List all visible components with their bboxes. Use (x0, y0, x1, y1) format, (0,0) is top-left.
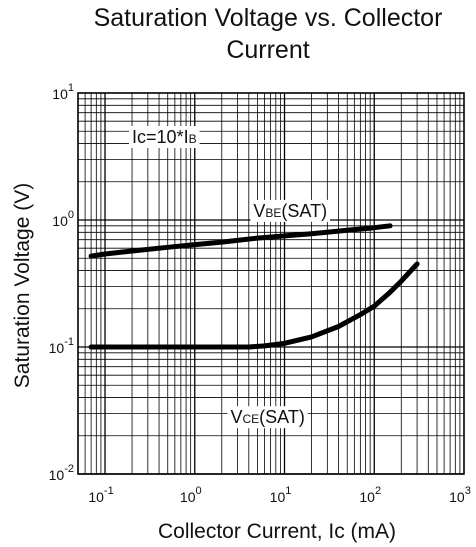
series-label-be-background (250, 199, 331, 222)
plot-frame (77, 92, 465, 475)
chart-title-line-1: Saturation Voltage vs. Collector (93, 4, 443, 32)
series-line-ce (88, 261, 420, 350)
x-tick-label: 103 (449, 485, 471, 505)
series-labels: VBE(SAT) VCE(SAT) Ic=10*IB (129, 126, 331, 429)
x-tick-label: 10-1 (88, 485, 113, 505)
x-tick-label: 100 (180, 485, 202, 505)
y-tick-label: 100 (52, 209, 74, 229)
y-tick-label: 10-2 (49, 463, 74, 483)
condition-annotation-background (129, 126, 200, 149)
x-tick-label: 101 (270, 485, 292, 505)
series-label-ce-background (227, 406, 308, 429)
y-tick-label: 10-1 (49, 336, 74, 356)
condition-annotation: Ic=10*IB (132, 127, 197, 147)
chart-title-line-2: Current (226, 36, 310, 64)
series-label-ce: VCE(SAT) (230, 407, 304, 427)
x-tick-label: 102 (359, 485, 381, 505)
x-axis-label: Collector Current, Ic (mA) (158, 520, 396, 543)
series-line-be (88, 223, 393, 259)
y-tick-labels: 10-2 10-1 100 101 (49, 82, 74, 483)
x-tick-labels: 10-1 100 101 102 103 (88, 485, 471, 505)
y-tick-label: 101 (52, 82, 74, 102)
series-label-be: VBE(SAT) (253, 201, 327, 221)
series-lines (88, 223, 420, 350)
y-axis-label: Saturation Voltage (V) (11, 183, 34, 388)
